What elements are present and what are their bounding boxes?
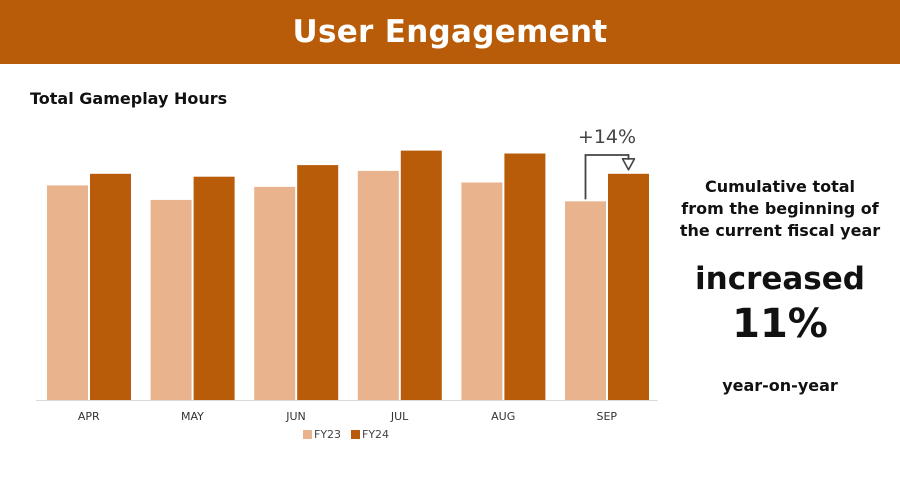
- x-tick-label: JUN: [285, 410, 306, 423]
- legend-label-fy24: FY24: [362, 428, 389, 441]
- legend-swatch-fy23: [303, 430, 312, 439]
- bar-fy23-aug: [461, 182, 503, 400]
- annotation-label: +14%: [578, 126, 636, 148]
- bar-fy24-aug: [504, 153, 546, 400]
- bar-chart: APR MAY JUN JUL AUG SEP FY23 FY24 +14%: [36, 126, 658, 441]
- x-tick-label: AUG: [491, 410, 515, 423]
- annotation-bracket: [584, 154, 630, 200]
- x-tick-label: APR: [78, 410, 100, 423]
- summary-caption-line-1: Cumulative total: [704, 177, 856, 196]
- bar-fy23-jul: [357, 170, 399, 400]
- legend-label-fy23: FY23: [314, 428, 341, 441]
- summary-caption-line-3: the current fiscal year: [679, 221, 881, 240]
- bar-fy24-sep: [608, 173, 649, 400]
- x-tick-label: JUL: [390, 410, 409, 423]
- bar-fy24-may: [193, 176, 235, 400]
- legend-swatch-fy24: [351, 430, 360, 439]
- bar-fy23-jun: [254, 186, 296, 400]
- summary-headline-value: 11%: [732, 301, 828, 347]
- bar-fy24-jun: [297, 165, 339, 400]
- bar-fy23-sep: [565, 201, 606, 400]
- summary-caption-line-2: from the beginning of: [681, 199, 879, 218]
- summary-kicker: increased: [695, 261, 865, 297]
- header-bar: User Engagement: [0, 0, 900, 64]
- page-title: User Engagement: [292, 14, 608, 50]
- chart-title: Total Gameplay Hours: [30, 89, 228, 108]
- bar-fy23-may: [150, 199, 192, 400]
- x-tick-label: SEP: [597, 410, 618, 423]
- bar-fy24-jul: [400, 150, 442, 400]
- annotation-arrow-head: [621, 157, 636, 171]
- bar-fy23-apr: [47, 185, 88, 400]
- summary-caption: Cumulative total from the beginning of t…: [668, 176, 892, 242]
- bar-fy24-apr: [90, 173, 131, 400]
- summary-footer: year-on-year: [722, 376, 838, 395]
- x-tick-label: MAY: [181, 410, 204, 423]
- summary-panel: Cumulative total from the beginning of t…: [668, 176, 892, 395]
